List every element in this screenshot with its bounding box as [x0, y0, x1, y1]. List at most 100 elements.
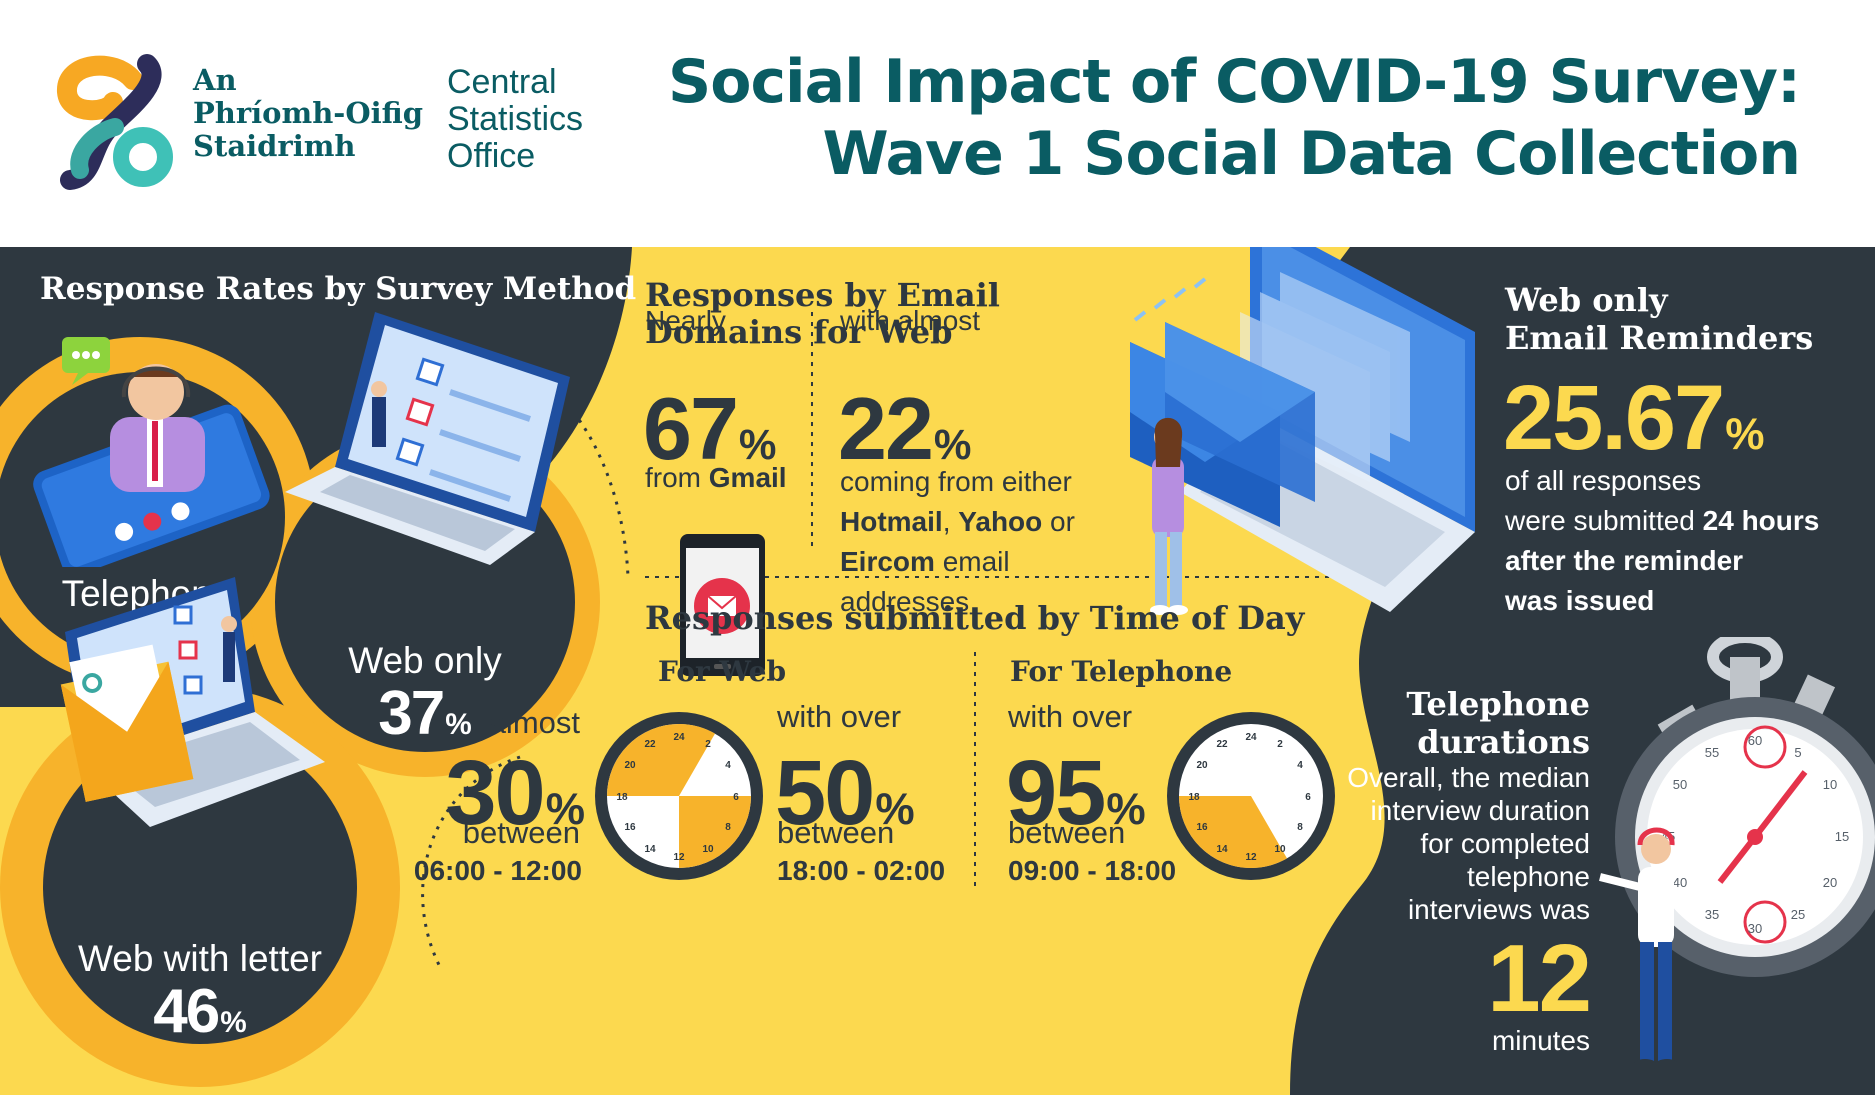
clock-number: 24 — [673, 732, 685, 743]
clock-number: 20 — [624, 760, 636, 771]
clock-number: 24 — [1245, 732, 1257, 743]
clock-number: 2 — [1277, 739, 1283, 750]
durations-heading-line: Telephone — [1406, 685, 1590, 723]
smartphone-mail-icon — [680, 534, 765, 676]
clock-number: 14 — [1216, 844, 1228, 855]
clock-number: 2 — [705, 739, 711, 750]
logo-english-name: Central Statistics Office — [447, 64, 583, 175]
laptop-with-letter-icon — [60, 577, 325, 827]
web-only-rate-value: 37 — [378, 679, 445, 748]
stopwatch-icon: 60 5 10 15 20 25 30 35 40 45 50 55 — [1599, 637, 1875, 1071]
logo-irish-line: Phríomh-Oifig — [193, 96, 423, 130]
clock-number: 12 — [673, 852, 685, 863]
stopwatch-number: 10 — [1823, 777, 1837, 792]
title-line-1: Social Impact of COVID-19 Survey: — [668, 47, 1801, 117]
durations-description: Overall, the median interview duration f… — [1300, 761, 1590, 926]
stopwatch-number: 30 — [1748, 921, 1762, 936]
percent-sign: % — [545, 785, 585, 834]
web-only-rate: Web only 37% — [325, 641, 525, 758]
for-telephone-heading: For Telephone — [1010, 655, 1233, 688]
others-line: coming from either — [840, 466, 1072, 497]
stopwatch-number: 60 — [1748, 733, 1762, 748]
durations-line: telephone — [1466, 861, 1590, 892]
clock-number: 18 — [1188, 792, 1200, 803]
reminders-24-hours: 24 hours — [1702, 505, 1820, 536]
web-letter-rate-value: 46 — [153, 977, 220, 1046]
infographic-body: Response Rates by Survey Method Telephon… — [0, 247, 1875, 1095]
header: An Phríomh-Oifig Staidrimh Central Stati… — [0, 0, 1875, 247]
others-description: coming from either Hotmail, Yahoo or Eir… — [840, 462, 1075, 622]
clock-number: 4 — [725, 760, 731, 771]
gmail-provider-text: from Gmail — [645, 462, 787, 494]
clock-number: 12 — [1245, 852, 1257, 863]
response-rates-heading: Response Rates by Survey Method — [40, 271, 637, 307]
durations-value: 12 — [1487, 925, 1592, 1032]
durations-heading: Telephone durations — [1300, 685, 1590, 761]
clock-number: 22 — [1216, 739, 1228, 750]
web-clock-icon: 24 2 4 6 8 10 12 14 16 18 20 22 — [595, 712, 763, 880]
email-text: email — [934, 546, 1010, 577]
telephone-time-between: between — [1008, 815, 1126, 850]
clock-number: 18 — [616, 792, 628, 803]
page-title: Social Impact of COVID-19 Survey: Wave 1… — [668, 46, 1801, 190]
clock-number: 16 — [1196, 822, 1208, 833]
title-line-2: Wave 1 Social Data Collection — [822, 119, 1801, 189]
stopwatch-number: 25 — [1791, 907, 1805, 922]
others-pre-text: with almost — [840, 305, 981, 336]
reminders-description: of all responses were submitted 24 hours… — [1505, 461, 1819, 621]
percent-sign: % — [220, 1006, 247, 1039]
stopwatch-number: 20 — [1823, 875, 1837, 890]
web-evening-between: between — [777, 815, 895, 850]
durations-heading-line: durations — [1417, 723, 1590, 761]
reminders-heading: Web only Email Reminders — [1505, 281, 1813, 357]
durations-line: interviews was — [1407, 894, 1590, 925]
stopwatch-number: 55 — [1705, 745, 1719, 760]
web-letter-rate-label: Web with letter — [77, 938, 323, 979]
durations-line: for completed — [1420, 828, 1590, 859]
web-letter-rate: Web with letter 46% — [60, 939, 340, 1056]
web-morning-percentage: 30 — [445, 742, 545, 844]
telephone-time-pre: with over — [1008, 699, 1133, 734]
comma-text: , — [942, 506, 959, 537]
stopwatch-number: 40 — [1673, 875, 1687, 890]
time-of-day-heading: Responses submitted by Time of Day — [645, 599, 1305, 637]
web-evening-range: 18:00 - 02:00 — [777, 855, 946, 886]
gmail-value: 67% — [643, 385, 776, 489]
clock-number: 8 — [1297, 822, 1303, 833]
clock-number: 6 — [1305, 792, 1311, 803]
web-evening-pre: with over — [777, 699, 902, 734]
reminders-line: after the reminder — [1505, 545, 1744, 576]
durations-line: interview duration — [1370, 795, 1590, 826]
clock-number: 4 — [1297, 760, 1303, 771]
reminders-percentage: 25.67 — [1503, 367, 1725, 469]
telephone-agent-icon — [33, 337, 270, 567]
email-domains-heading-line: Responses by Email — [645, 276, 1000, 314]
telephone-time-percentage: 95 — [1006, 742, 1106, 844]
logo-english-line: Central — [447, 63, 557, 101]
clock-number: 10 — [1274, 844, 1286, 855]
telephone-time-value: 95% — [1006, 747, 1146, 856]
clock-number: 16 — [624, 822, 636, 833]
others-percentage: 22 — [838, 379, 934, 478]
cso-logo-icon — [57, 54, 173, 190]
clock-number: 14 — [644, 844, 656, 855]
stopwatch-number: 5 — [1794, 745, 1801, 760]
percent-sign: % — [933, 421, 972, 468]
web-only-rate-label: Web only — [348, 640, 502, 681]
clock-number: 6 — [733, 792, 739, 803]
clock-number: 20 — [1196, 760, 1208, 771]
reminders-line: were submitted — [1505, 505, 1703, 536]
others-value: 22% — [838, 385, 971, 489]
logo-irish-line: Staidrimh — [193, 129, 356, 163]
percent-sign: % — [1725, 410, 1765, 459]
gmail-label: Gmail — [708, 462, 787, 493]
percent-sign: % — [1106, 785, 1146, 834]
clock-number: 10 — [702, 844, 714, 855]
reminders-line: of all responses — [1505, 465, 1702, 496]
gmail-pre-text: Nearly — [645, 305, 726, 336]
durations-unit: minutes — [1491, 1025, 1590, 1056]
logo-english-line: Statistics — [447, 100, 584, 138]
hotmail-label: Hotmail — [840, 506, 943, 537]
web-morning-between: between — [462, 815, 580, 850]
yahoo-label: Yahoo — [958, 506, 1043, 537]
